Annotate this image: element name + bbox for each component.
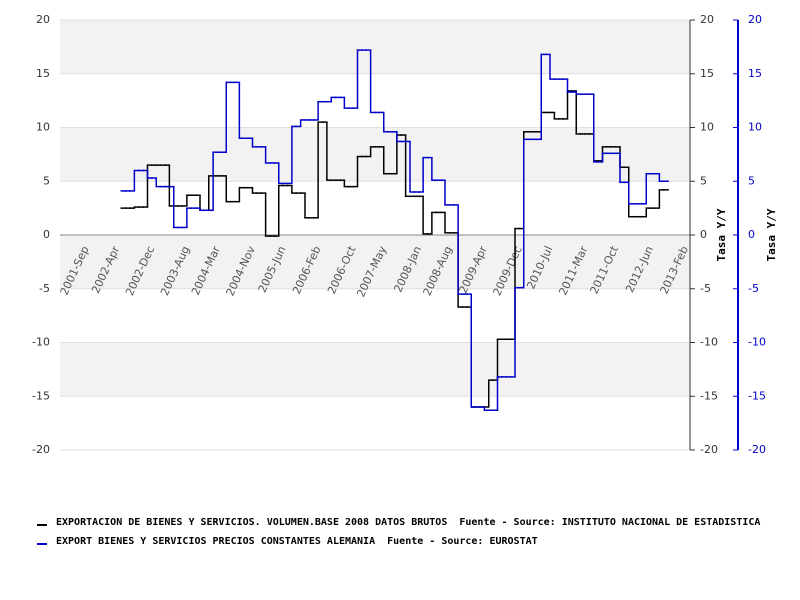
- y2-tick-label: -15: [748, 389, 766, 402]
- y-right-tick-label: -20: [700, 443, 718, 456]
- y-tick-label: -15: [32, 389, 50, 402]
- y-tick-label: -5: [39, 282, 50, 295]
- grid-band: [60, 235, 690, 289]
- y2-tick-label: 0: [748, 228, 755, 241]
- y2-axis-label: Tasa Y/Y: [765, 208, 778, 261]
- y-right-tick-label: -15: [700, 389, 718, 402]
- grid-band: [60, 20, 690, 74]
- y-tick-label: 0: [43, 228, 50, 241]
- y2-tick-label: 10: [748, 121, 762, 134]
- y-right-tick-label: 10: [700, 121, 714, 134]
- legend-label: EXPORT BIENES Y SERVICIOS PRECIOS CONSTA…: [56, 536, 538, 547]
- y2-tick-label: -20: [748, 443, 766, 456]
- y-right-tick-label: 20: [700, 13, 714, 26]
- y2-tick-label: -5: [748, 282, 759, 295]
- y-right-tick-label: 0: [700, 228, 707, 241]
- y-right-tick-label: -5: [700, 282, 711, 295]
- y2-tick-label: -10: [748, 336, 766, 349]
- y-tick-label: 10: [36, 121, 50, 134]
- y-tick-label: 15: [36, 67, 50, 80]
- y-axis-label: Tasa Y/Y: [715, 208, 728, 261]
- legend-label: EXPORTACION DE BIENES Y SERVICIOS. VOLUM…: [56, 517, 760, 528]
- y2-tick-label: 15: [748, 67, 762, 80]
- y-tick-label: -20: [32, 443, 50, 456]
- y-tick-label: 5: [43, 174, 50, 187]
- series: [120, 49, 669, 411]
- grid-band: [60, 342, 690, 397]
- y-right-tick-label: 15: [700, 67, 714, 80]
- y-tick-label: -10: [32, 336, 50, 349]
- y-right-tick-label: -10: [700, 336, 718, 349]
- y-tick-label: 20: [36, 13, 50, 26]
- y2-tick-label: 5: [748, 174, 755, 187]
- y2-tick-label: 20: [748, 13, 762, 26]
- y-right-tick-label: 5: [700, 174, 707, 187]
- grid-band: [60, 127, 690, 182]
